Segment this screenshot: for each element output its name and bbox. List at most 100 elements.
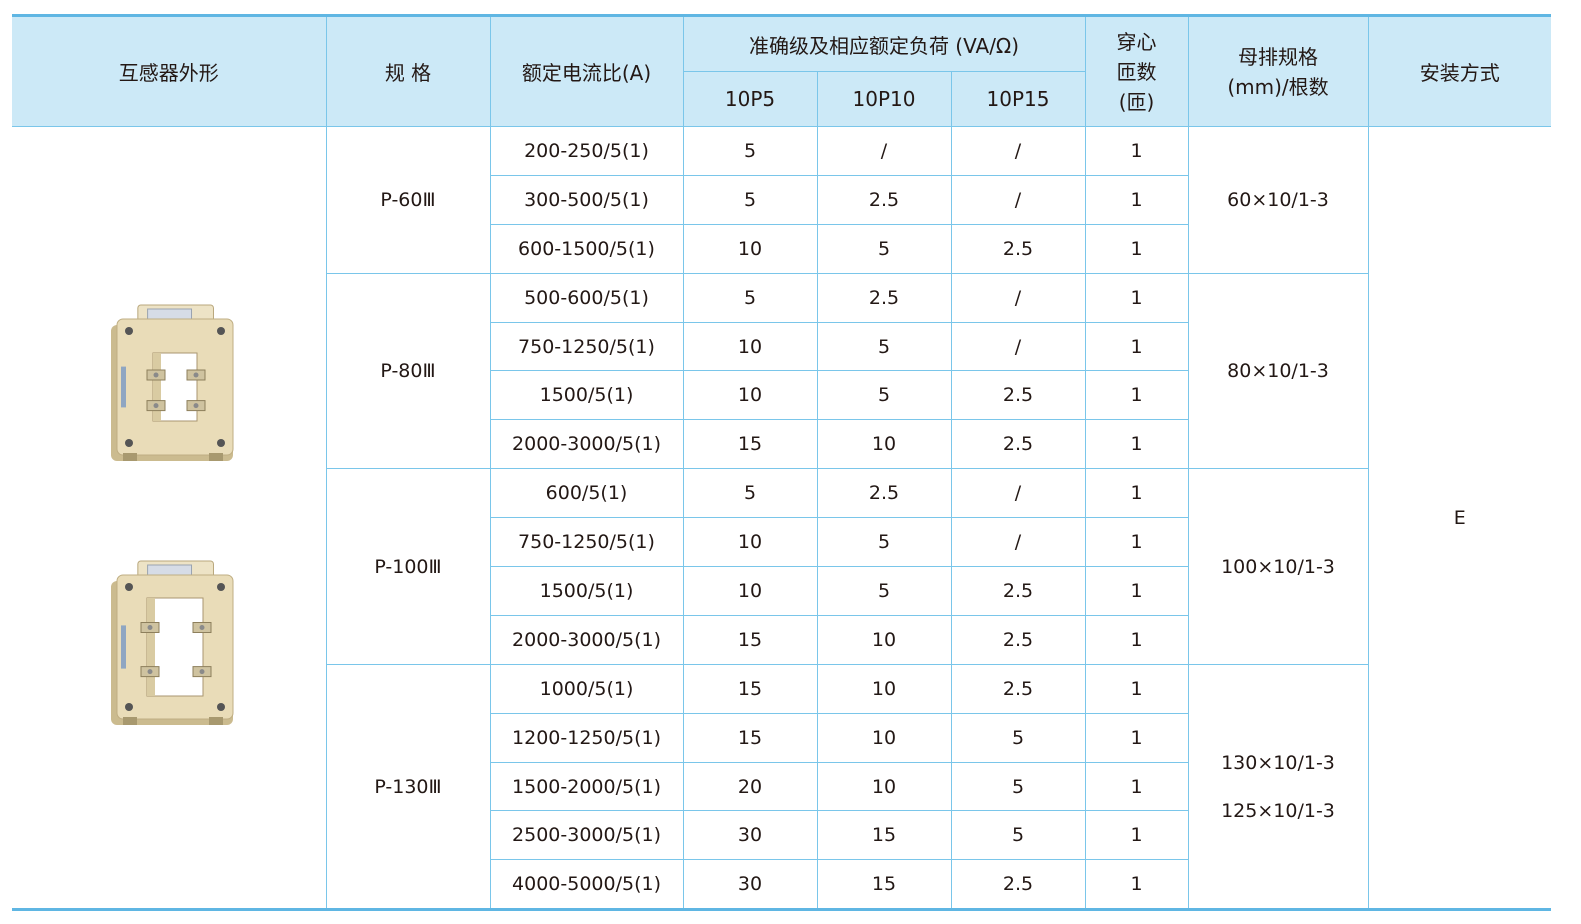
ratio-cell: 2000-3000/5(1) <box>490 419 684 470</box>
ratio-cell: 750-1250/5(1) <box>490 517 684 568</box>
load-10p10-cell: 15 <box>816 810 952 861</box>
load-10p15-cell: / <box>950 174 1086 225</box>
table-row: 1500/5(1) 10 5 2.5 1 <box>12 370 1551 421</box>
busbar-spec: 60×10/1-3 <box>1227 188 1329 211</box>
turns-cell: 1 <box>1084 174 1188 225</box>
load-10p15-cell: 2.5 <box>950 223 1086 274</box>
ratio-cell: 600/5(1) <box>489 468 684 519</box>
busbar-cell: 80×10/1-3 <box>1187 272 1368 470</box>
load-10p15-cell: / <box>950 468 1086 519</box>
model-cell: P-130Ⅲ <box>326 663 491 911</box>
load-10p15-cell: / <box>950 321 1086 372</box>
table-row: 1200-1250/5(1) 15 10 5 1 <box>12 712 1551 763</box>
ratio-cell: 1500/5(1) <box>490 370 684 421</box>
table-row: 2500-3000/5(1) 30 15 5 1 <box>12 810 1551 861</box>
turns-cell: 1 <box>1084 810 1188 861</box>
load-10p10-cell: 2.5 <box>816 468 952 519</box>
header-10p15: 10P15 <box>950 71 1085 127</box>
load-10p10-cell: 5 <box>816 370 952 421</box>
appearance-cell <box>12 125 327 911</box>
load-10p10-cell: 10 <box>816 419 952 470</box>
install-cell: E <box>1367 125 1551 911</box>
load-10p15-cell: / <box>950 517 1086 568</box>
load-10p5-cell: 30 <box>682 810 818 861</box>
ratio-cell: 2000-3000/5(1) <box>490 614 684 665</box>
load-10p5-cell: 10 <box>682 370 818 421</box>
turns-cell: 1 <box>1084 370 1188 421</box>
turns-cell: 1 <box>1084 663 1189 714</box>
load-10p5-cell: 15 <box>682 614 818 665</box>
model-cell: P-80Ⅲ <box>326 272 491 470</box>
busbar-spec: 130×10/1-3 <box>1221 751 1335 774</box>
load-10p15-cell: / <box>950 272 1086 323</box>
load-10p15-cell: 2.5 <box>950 663 1086 714</box>
table-row: 4000-5000/5(1) 30 15 2.5 1 <box>12 859 1551 911</box>
header-turns-line: 匝数 <box>1116 59 1157 84</box>
model-cell: P-100Ⅲ <box>326 468 491 665</box>
model-cell: P-60Ⅲ <box>325 126 491 274</box>
ratio-cell: 1200-1250/5(1) <box>490 712 684 763</box>
load-10p15-cell: 5 <box>950 712 1086 763</box>
load-10p5-cell: 5 <box>682 174 818 225</box>
table-row: P-60Ⅲ 200-250/5(1) 5//1 60×10/1-3 E <box>12 125 1551 911</box>
load-10p5-cell: 30 <box>682 859 818 911</box>
header-turns-line: 穿心 <box>1116 29 1157 54</box>
header-install: 安装方式 <box>1367 15 1551 127</box>
table-row: 750-1250/5(1) 10 5/1 <box>12 321 1551 372</box>
turns-cell: 1 <box>1084 614 1188 665</box>
table-row: 2000-3000/5(1) 15 10 2.5 1 <box>12 419 1551 470</box>
load-10p10-cell: 5 <box>816 321 952 372</box>
current-transformer-small-photo <box>111 304 234 461</box>
turns-cell: 1 <box>1084 272 1189 323</box>
header-turns-line: (匝) <box>1118 89 1155 114</box>
ratio-cell: 1500/5(1) <box>490 566 684 616</box>
load-10p5-cell: 10 <box>682 223 818 274</box>
load-10p10-cell: 2.5 <box>816 272 952 323</box>
table-row: P-130Ⅲ 1000/5(1) 15 10 2.5 1 130×10/1-3 125×10/… <box>12 663 1551 911</box>
load-10p15-cell: 5 <box>950 810 1086 861</box>
turns-cell: 1 <box>1084 223 1188 274</box>
busbar-cell: 130×10/1-3 125×10/1-3 <box>1187 663 1368 911</box>
load-10p5-cell: 20 <box>682 761 818 812</box>
load-10p5-cell: 10 <box>682 517 818 568</box>
turns-cell: 1 <box>1084 468 1189 519</box>
load-10p5-cell: 5 <box>682 272 818 323</box>
header-appearance: 互感器外形 <box>12 15 327 127</box>
load-10p15-cell: 5 <box>950 761 1086 812</box>
table-row: 2000-3000/5(1) 15 10 2.5 1 <box>12 614 1551 665</box>
turns-cell: 1 <box>1084 126 1189 176</box>
busbar-spec: 80×10/1-3 <box>1227 359 1329 382</box>
table-row: 600-1500/5(1) 10 5 2.5 1 <box>12 223 1551 274</box>
current-transformer-large-photo <box>111 560 234 725</box>
load-10p10-cell: 10 <box>816 663 952 714</box>
busbar-spec: 125×10/1-3 <box>1221 799 1335 822</box>
table-row: 1500-2000/5(1) 20 10 5 1 <box>12 761 1551 812</box>
load-10p10-cell: / <box>816 126 952 176</box>
load-10p10-cell: 2.5 <box>816 174 952 225</box>
ratio-cell: 1000/5(1) <box>489 663 684 714</box>
load-10p15-cell: 2.5 <box>950 566 1086 616</box>
load-10p10-cell: 5 <box>816 517 952 568</box>
spec-table: 互感器外形 规 格 额定电流比(A) 准确级及相应额定负荷 (VA/Ω) 穿心 … <box>12 14 1551 912</box>
table-row: P-100Ⅲ 600/5(1) 5 2.5/1 100×10/1-3 <box>12 468 1551 665</box>
turns-cell: 1 <box>1084 761 1188 812</box>
ratio-cell: 200-250/5(1) <box>489 126 684 176</box>
ratio-cell: 500-600/5(1) <box>489 272 684 323</box>
table-row: 750-1250/5(1) 10 5/1 <box>12 517 1551 568</box>
header-10p10: 10P10 <box>816 71 952 127</box>
load-10p10-cell: 10 <box>816 614 952 665</box>
load-10p5-cell: 15 <box>682 712 818 763</box>
turns-cell: 1 <box>1084 321 1188 372</box>
table-row: 300-500/5(1) 5 2.5/1 <box>12 174 1551 225</box>
load-10p10-cell: 5 <box>816 566 952 616</box>
header-turns: 穿心 匝数 (匝) <box>1084 15 1189 127</box>
load-10p5-cell: 15 <box>682 663 818 714</box>
load-10p15-cell: / <box>950 126 1086 176</box>
load-10p15-cell: 2.5 <box>950 419 1086 470</box>
table-body: P-60Ⅲ 200-250/5(1) 5//1 60×10/1-3 E 300-500/5… <box>12 125 1551 911</box>
ratio-cell: 1500-2000/5(1) <box>490 761 684 812</box>
load-10p5-cell: 10 <box>682 566 818 616</box>
ratio-cell: 2500-3000/5(1) <box>490 810 684 861</box>
load-10p10-cell: 5 <box>816 223 952 274</box>
load-10p15-cell: 2.5 <box>950 859 1086 911</box>
